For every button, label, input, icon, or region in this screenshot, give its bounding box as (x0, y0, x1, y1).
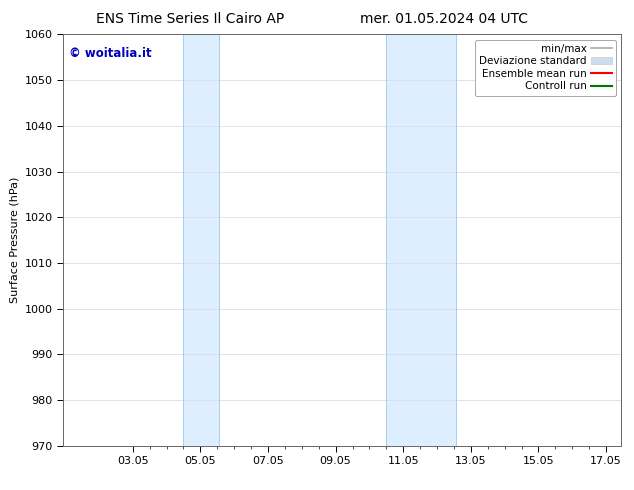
Legend: min/max, Deviazione standard, Ensemble mean run, Controll run: min/max, Deviazione standard, Ensemble m… (476, 40, 616, 96)
Text: © woitalia.it: © woitalia.it (69, 47, 152, 60)
Text: mer. 01.05.2024 04 UTC: mer. 01.05.2024 04 UTC (360, 12, 527, 26)
Y-axis label: Surface Pressure (hPa): Surface Pressure (hPa) (10, 177, 19, 303)
Text: ENS Time Series Il Cairo AP: ENS Time Series Il Cairo AP (96, 12, 284, 26)
Bar (386, 34, 456, 446)
Bar (183, 34, 219, 446)
